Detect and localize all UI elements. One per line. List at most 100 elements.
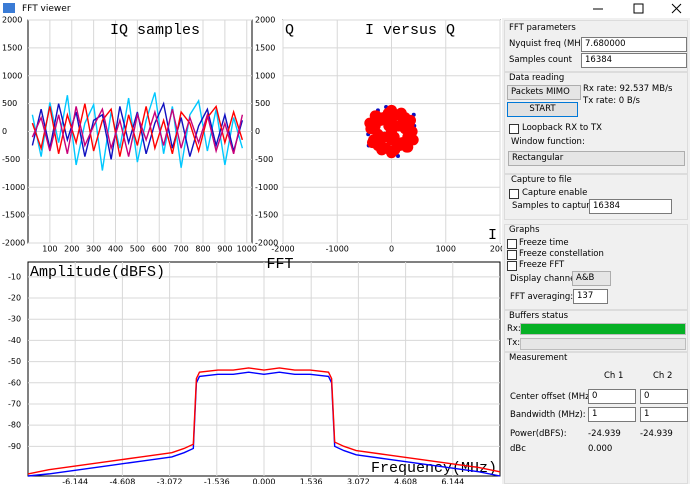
- y-tick-label: -40: [8, 336, 21, 345]
- point: [386, 113, 397, 125]
- label: dBc: [510, 444, 526, 454]
- label: Capture enable: [522, 188, 588, 198]
- averaging-spinbox[interactable]: 137: [573, 289, 608, 304]
- y-tick-label: 0: [255, 127, 260, 136]
- x-tick-label: 3.072: [347, 478, 370, 484]
- samples-input[interactable]: 16384: [581, 53, 687, 68]
- point: [376, 144, 388, 156]
- y-tick-label: -70: [8, 399, 21, 408]
- x-axis-label: I: [488, 227, 497, 244]
- x-tick-label: 900: [217, 245, 232, 254]
- tx-buffer-bar: [520, 338, 686, 350]
- y-tick-label: -1000: [255, 183, 278, 192]
- label: Display channel:: [510, 274, 581, 284]
- group-title: Data reading: [509, 73, 565, 83]
- channel-select[interactable]: A&B: [572, 271, 611, 286]
- label: Freeze constellation: [519, 249, 604, 259]
- group: [504, 174, 688, 220]
- y-tick-label: -60: [8, 378, 21, 387]
- series-line: [31, 101, 244, 160]
- y-tick-label: -30: [8, 315, 21, 324]
- y-tick-label: -10: [8, 272, 21, 281]
- y-tick-label: -80: [8, 421, 21, 430]
- checkbox[interactable]: [507, 239, 517, 249]
- chart-title: IQ samples: [110, 22, 200, 39]
- x-tick-label: 4.608: [394, 478, 417, 484]
- column-header: Ch 2: [653, 371, 673, 381]
- x-tick-label: 1.536: [300, 478, 323, 484]
- x-tick-label: 6.144: [441, 478, 464, 484]
- power-value: -24.939: [588, 429, 621, 439]
- x-tick-label: 700: [173, 245, 188, 254]
- mode-select[interactable]: Packets MIMO: [507, 85, 581, 100]
- y-tick-label: 1500: [2, 43, 22, 52]
- window-select[interactable]: Rectangular: [508, 151, 685, 166]
- capture-input[interactable]: 16384: [589, 199, 672, 214]
- label: Samples count: [509, 55, 572, 65]
- dbc-value: 0.000: [588, 444, 613, 454]
- start-button[interactable]: START: [507, 102, 578, 117]
- x-tick-label: 1000: [237, 245, 257, 254]
- point: [370, 110, 382, 122]
- label: Tx:: [507, 338, 521, 348]
- label: FFT averaging:: [510, 292, 574, 302]
- chart-title: FFT: [266, 256, 293, 273]
- group: [504, 310, 688, 352]
- point: [389, 144, 401, 156]
- label: Bandwidth (MHz):: [510, 410, 586, 420]
- point: [386, 134, 397, 146]
- group-title: Capture to file: [511, 175, 572, 185]
- x-tick-label: -2000: [271, 245, 294, 254]
- rx-rate: Rx rate: 92.537 MB/s: [583, 84, 673, 94]
- y-tick-label: -2000: [2, 239, 25, 248]
- center-input[interactable]: 0: [588, 389, 636, 404]
- x-tick-label: 800: [195, 245, 210, 254]
- y-tick-label: -2000: [255, 239, 278, 248]
- y-tick-label: -50: [8, 357, 21, 366]
- x-tick-label: -3.072: [157, 478, 183, 484]
- y-tick-label: 1000: [255, 71, 275, 80]
- y-tick-label: -500: [255, 155, 273, 164]
- y-tick-label: -500: [2, 155, 20, 164]
- column-header: Ch 1: [604, 371, 624, 381]
- center-input[interactable]: 0: [640, 389, 688, 404]
- checkbox[interactable]: [509, 189, 519, 199]
- x-tick-label: -1.536: [204, 478, 230, 484]
- x-tick-label: 100: [42, 245, 57, 254]
- x-tick-label: 500: [130, 245, 145, 254]
- x-tick-label: 0.000: [253, 478, 276, 484]
- series-line: [27, 367, 501, 475]
- x-tick-label: 400: [108, 245, 123, 254]
- series-line: [31, 106, 244, 157]
- bandwidth-input[interactable]: 1: [588, 407, 636, 422]
- y-tick-label: 500: [255, 99, 270, 108]
- point: [403, 117, 415, 129]
- y-tick-label: 1000: [2, 71, 22, 80]
- title-bar-controls: [3, 3, 682, 14]
- x-tick-label: 300: [86, 245, 101, 254]
- label: Rx:: [507, 324, 521, 334]
- window-title: FFT viewer: [22, 4, 71, 14]
- point: [368, 134, 380, 146]
- power-value: -24.939: [640, 429, 673, 439]
- y-axis-label: Q: [285, 22, 294, 39]
- group: [504, 224, 688, 310]
- label: Nyquist freq (MHz):: [509, 39, 592, 49]
- y-tick-label: -90: [8, 442, 21, 451]
- y-tick-label: -1000: [2, 183, 25, 192]
- x-tick-label: -1000: [326, 245, 349, 254]
- checkbox[interactable]: [509, 124, 519, 134]
- checkbox[interactable]: [507, 250, 517, 260]
- nyquist-input[interactable]: 7.680000: [581, 37, 687, 52]
- rx-buffer-bar: [520, 323, 686, 335]
- x-axis-label: Frequency(MHz): [371, 460, 497, 477]
- label: Center offset (MHz):: [510, 392, 596, 402]
- maximize[interactable]: [633, 3, 644, 14]
- y-tick-label: 1500: [255, 43, 275, 52]
- x-tick-label: 1000: [436, 245, 456, 254]
- group-title: Buffers status: [509, 311, 569, 321]
- close[interactable]: [671, 3, 682, 14]
- bandwidth-input[interactable]: 1: [640, 407, 688, 422]
- checkbox[interactable]: [507, 261, 517, 271]
